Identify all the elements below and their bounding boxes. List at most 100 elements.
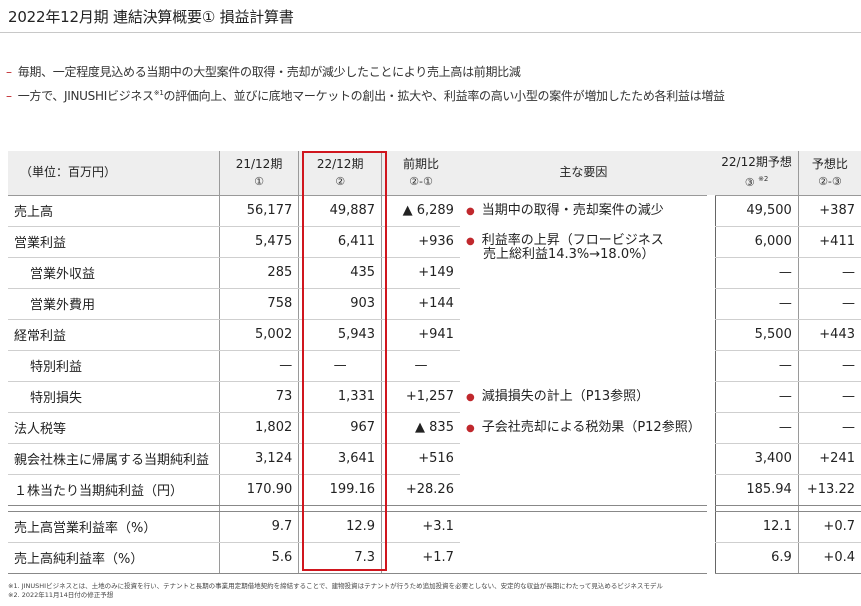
table-row: 親会社株主に帰属する当期純利益 3,124 3,641 +516 3,400 +… xyxy=(8,443,861,475)
value-vs-forecast: — xyxy=(797,257,861,289)
bullet-dot: ● xyxy=(465,391,475,403)
column-gap xyxy=(706,288,716,319)
summary-bullets: – 毎期、一定程度見込める当期中の大型案件の取得・売却が減少したことにより売上高は… xyxy=(6,62,858,107)
value-vs-forecast: +241 xyxy=(797,443,861,475)
column-gap xyxy=(706,226,716,257)
reason-empty xyxy=(460,443,707,474)
row-label: 売上高営業利益率（%） xyxy=(8,511,220,543)
unit-label: （単位：百万円） xyxy=(8,151,220,196)
table-row: 営業利益 5,475 6,411 +936 ● 利益率の上昇（フロービジネス 売上総… xyxy=(8,226,861,261)
value-fy21: 170.90 xyxy=(218,474,299,506)
reason-text: 利益率の上昇（フロービジネス xyxy=(481,233,664,248)
table-row: 特別損失 73 1,331 +1,257 ● 減損損失の計上（P13参照） — — xyxy=(8,381,861,413)
col-header-text: 21/12期 xyxy=(235,156,283,171)
value-vs-forecast: — xyxy=(797,381,861,413)
column-gap xyxy=(706,542,716,573)
table-row: １株当たり当期純利益（円） 170.90 199.16 +28.26 185.9… xyxy=(8,474,861,506)
value-vs-forecast: — xyxy=(797,350,861,382)
row-label: 親会社株主に帰属する当期純利益 xyxy=(8,443,220,475)
value-forecast: 6,000 xyxy=(714,226,799,258)
column-gap xyxy=(706,381,716,412)
row-label: 売上高純利益率（%） xyxy=(8,542,220,574)
value-fy22: 967 xyxy=(298,412,382,444)
value-yoy: ▲ 6,289 xyxy=(381,195,460,227)
footnote: ※1. JINUSHIビジネスとは、土地のみに投資を行い、テナントと長期の事業用… xyxy=(8,582,663,590)
bullet-dash: – xyxy=(6,89,12,103)
col-header-sub: ②-① xyxy=(409,174,433,188)
reason-text: 売上総利益14.3%→18.0%） xyxy=(482,247,655,262)
value-vs-forecast: +411 xyxy=(797,226,861,258)
col-header-text: 22/12期予想 xyxy=(721,155,792,170)
value-vs-forecast: +13.22 xyxy=(797,474,861,506)
col-header-sub: ③ ※2 xyxy=(744,175,769,190)
reason-text: 減損損失の計上（P13参照） xyxy=(481,388,650,404)
table-row: 売上高 56,177 49,887 ▲ 6,289 ● 当期中の取得・売却案件の減… xyxy=(8,195,861,227)
reason-empty xyxy=(460,350,707,381)
reason-text: 当期中の取得・売却案件の減少 xyxy=(481,202,664,218)
value-yoy: +516 xyxy=(381,443,460,475)
bullet-dot: ● xyxy=(465,422,475,434)
value-yoy: +28.26 xyxy=(381,474,460,506)
bullet-text: 一方で、JINUSHIビジネス xyxy=(17,89,154,103)
table-row: 売上高営業利益率（%） 9.7 12.9 +3.1 12.1 +0.7 xyxy=(8,511,861,543)
row-label: 営業外費用 xyxy=(8,288,220,320)
value-forecast: 12.1 xyxy=(714,511,799,543)
row-label: 営業外収益 xyxy=(8,257,220,289)
footnote-ref: ※1 xyxy=(153,89,164,97)
value-forecast: — xyxy=(714,288,799,320)
value-fy22: 435 xyxy=(298,257,382,289)
value-yoy: +941 xyxy=(381,319,460,351)
value-fy22: 1,331 xyxy=(298,381,382,413)
row-label: 売上高 xyxy=(8,195,220,227)
value-fy21: 285 xyxy=(218,257,299,289)
bullet-dot: ● xyxy=(465,236,475,247)
summary-bullet: – 毎期、一定程度見込める当期中の大型案件の取得・売却が減少したことにより売上高は… xyxy=(6,62,858,83)
table-row: 売上高純利益率（%） 5.6 7.3 +1.7 6.9 +0.4 xyxy=(8,542,861,574)
value-yoy: +1.7 xyxy=(381,542,460,574)
value-yoy: +149 xyxy=(381,257,460,289)
value-forecast: 6.9 xyxy=(714,542,799,574)
value-fy22: 6,411 xyxy=(298,226,382,258)
bullet-dot: ● xyxy=(465,205,475,217)
reason-empty xyxy=(459,542,707,574)
value-fy22: 903 xyxy=(298,288,382,320)
value-vs-forecast: — xyxy=(797,412,861,444)
column-gap xyxy=(706,474,716,505)
row-label: 法人税等 xyxy=(8,412,220,444)
reason-empty xyxy=(460,288,707,319)
value-fy21: 3,124 xyxy=(218,443,299,475)
table-spacer xyxy=(8,505,861,512)
table-row: 特別利益 — — — — — xyxy=(8,350,861,382)
col-header-reasons: 主な要因 xyxy=(459,151,707,196)
value-fy22: 7.3 xyxy=(298,542,382,574)
value-fy22: — xyxy=(298,350,382,382)
column-gap xyxy=(706,443,716,474)
table-row: 営業外収益 285 435 +149 — — xyxy=(8,257,861,289)
column-gap xyxy=(706,412,716,443)
value-yoy: — xyxy=(381,350,460,382)
column-gap xyxy=(706,350,716,381)
row-label: 特別利益 xyxy=(8,350,220,382)
reason-item: ● 当期中の取得・売却案件の減少 xyxy=(460,195,707,226)
table-row: 法人税等 1,802 967 ▲ 835 ● 子会社売却による税効果（P12参照）… xyxy=(8,412,861,444)
reason-item: ● 利益率の上昇（フロービジネス 売上総利益14.3%→18.0%） xyxy=(460,226,707,288)
footnote-ref: ※2 xyxy=(758,175,769,184)
footnotes: ※1. JINUSHIビジネスとは、土地のみに投資を行い、テナントと長期の事業用… xyxy=(8,582,858,600)
reason-empty xyxy=(460,511,707,542)
col-header-vs-forecast: 予想比 ②-③ xyxy=(797,151,861,196)
value-forecast: — xyxy=(714,412,799,444)
value-fy21: 758 xyxy=(218,288,299,320)
value-fy21: 9.7 xyxy=(218,511,299,543)
value-yoy: +3.1 xyxy=(381,511,460,543)
title-divider xyxy=(0,32,861,33)
value-yoy: +936 xyxy=(381,226,460,258)
reason-item: ● 子会社売却による税効果（P12参照） xyxy=(460,412,707,443)
value-vs-forecast: +387 xyxy=(797,195,861,227)
value-forecast: 3,400 xyxy=(714,443,799,475)
row-label: 経常利益 xyxy=(8,319,220,351)
table-row: 営業外費用 758 903 +144 — — xyxy=(8,288,861,320)
reason-empty xyxy=(459,474,707,506)
row-label: 特別損失 xyxy=(8,381,220,413)
column-gap xyxy=(706,151,716,195)
value-forecast: — xyxy=(714,381,799,413)
